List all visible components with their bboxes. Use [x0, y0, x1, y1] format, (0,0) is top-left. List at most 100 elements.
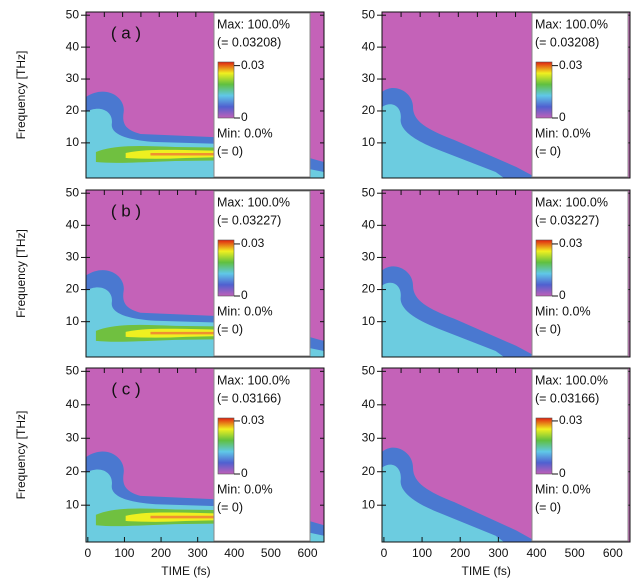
y-tick-label: 40: [66, 39, 80, 53]
y-tick-label: 30: [66, 250, 80, 264]
heatmap-region: [150, 515, 220, 519]
plot-frame: [85, 367, 325, 543]
colorbar: [217, 417, 235, 475]
colorbar: [535, 61, 553, 119]
y-tick-label: 40: [66, 397, 80, 411]
max-label: Max: 100.0%: [217, 195, 290, 209]
max-label: Max: 100.0%: [535, 195, 608, 209]
x-tick-label: 0: [84, 546, 91, 560]
colorbar-legend: Max: 100.0% (= 0.03166) 0.03 0 Min: 0.0% (= 0…: [213, 368, 311, 542]
min-label: Min: 0.0%: [217, 126, 273, 140]
y-tick-label: 30: [66, 430, 80, 444]
panel: 10 20 30 40 50 Max: 100.0% (= 0.03227) 0.03 0 Min…: [362, 185, 631, 358]
y-tick-label: 50: [362, 185, 376, 199]
y-tick-label: 30: [362, 250, 376, 264]
panel: 10 20 30 40 50 Frequency [THz] ( a ) Max: 100.0…: [14, 7, 325, 179]
y-tick-label: 30: [362, 71, 376, 85]
colorbar-tick-label: 0: [559, 110, 566, 124]
x-tick-label: 400: [527, 546, 547, 560]
plot-frame: [85, 11, 325, 179]
y-axis-label: Frequency [THz]: [14, 51, 28, 140]
y-axis-label: Frequency [THz]: [14, 411, 28, 500]
colorbar-legend: Max: 100.0% (= 0.03227) 0.03 0 Min: 0.0% (= 0…: [213, 190, 311, 357]
colorbar-tick-label: 0.03: [241, 236, 265, 250]
colorbar-tick-label: 0: [559, 288, 566, 302]
panel-label: ( a ): [111, 23, 141, 42]
heatmap-region: [382, 104, 504, 178]
x-tick-label: 500: [565, 546, 585, 560]
min-value: (= 0): [535, 500, 561, 514]
min-label: Min: 0.0%: [535, 126, 591, 140]
y-tick-label: 50: [66, 7, 80, 21]
colorbar: [217, 239, 235, 297]
x-tick-label: 100: [412, 546, 432, 560]
min-value: (= 0): [535, 144, 561, 158]
colorbar-tick-label: 0.03: [241, 58, 265, 72]
min-label: Min: 0.0%: [535, 304, 591, 318]
heatmap-region: [382, 464, 504, 542]
max-label: Max: 100.0%: [535, 17, 608, 31]
y-tick-label: 20: [362, 103, 376, 117]
min-label: Min: 0.0%: [535, 482, 591, 496]
colorbar-legend: Max: 100.0% (= 0.03208) 0.03 0 Min: 0.0% (= 0…: [531, 12, 629, 178]
x-tick-label: 200: [151, 546, 171, 560]
min-value: (= 0): [535, 322, 561, 336]
colorbar: [535, 417, 553, 475]
max-value: (= 0.03166): [217, 391, 281, 405]
max-label: Max: 100.0%: [535, 373, 608, 387]
y-tick-label: 20: [362, 282, 376, 296]
heatmap-field: [382, 87, 537, 178]
min-value: (= 0): [217, 144, 243, 158]
legend-box: [531, 190, 629, 357]
colorbar-legend: Max: 100.0% (= 0.03166) 0.03 0 Min: 0.0% (= 0…: [531, 368, 629, 542]
y-tick-label: 40: [362, 39, 376, 53]
y-tick-label: 20: [66, 464, 80, 478]
heatmap-region: [150, 153, 220, 156]
y-tick-label: 50: [362, 364, 376, 378]
heatmap-region: [150, 331, 220, 335]
x-tick-label: 300: [188, 546, 208, 560]
x-tick-label: 500: [261, 546, 281, 560]
y-tick-label: 50: [362, 7, 376, 21]
panel: 10 20 30 40 50 Frequency [THz] ( b ) Max: 100.0…: [14, 185, 325, 358]
y-tick-label: 10: [362, 135, 376, 149]
y-tick-label: 10: [362, 497, 376, 511]
max-value: (= 0.03208): [535, 35, 599, 49]
heatmap-field: [382, 447, 537, 542]
max-value: (= 0.03208): [217, 35, 281, 49]
plot-frame: [381, 189, 631, 358]
y-axis-label: Frequency [THz]: [14, 229, 28, 318]
x-tick-label: 600: [603, 546, 623, 560]
colorbar-tick-label: 0.03: [559, 236, 583, 250]
y-tick-label: 40: [362, 217, 376, 231]
panel-label: ( b ): [111, 201, 141, 220]
y-tick-label: 50: [66, 185, 80, 199]
y-tick-label: 10: [362, 314, 376, 328]
x-tick-label: 300: [488, 546, 508, 560]
y-tick-label: 30: [66, 71, 80, 85]
heatmap-field: [382, 266, 537, 357]
max-value: (= 0.03166): [535, 391, 599, 405]
colorbar-legend: Max: 100.0% (= 0.03227) 0.03 0 Min: 0.0% (= 0…: [531, 190, 629, 357]
x-axis-label: TIME (fs): [161, 564, 210, 578]
colorbar-tick-label: 0: [241, 110, 248, 124]
plot-frame: [85, 189, 325, 358]
max-label: Max: 100.0%: [217, 17, 290, 31]
y-tick-label: 10: [66, 135, 80, 149]
y-tick-label: 50: [66, 364, 80, 378]
colorbar-legend: Max: 100.0% (= 0.03208) 0.03 0 Min: 0.0% (= 0…: [213, 12, 311, 178]
colorbar: [217, 61, 235, 119]
min-value: (= 0): [217, 322, 243, 336]
x-axis-label: TIME (fs): [461, 564, 510, 578]
heatmap-region: [382, 282, 504, 357]
colorbar-tick-label: 0: [559, 466, 566, 480]
y-tick-label: 20: [362, 464, 376, 478]
x-tick-label: 600: [298, 546, 318, 560]
y-tick-label: 40: [362, 397, 376, 411]
y-tick-label: 20: [66, 282, 80, 296]
y-tick-label: 10: [66, 314, 80, 328]
panel: 10 20 30 40 50 Max: 100.0% (= 0.03208) 0.03 0 Min…: [362, 7, 631, 179]
y-tick-label: 40: [66, 217, 80, 231]
